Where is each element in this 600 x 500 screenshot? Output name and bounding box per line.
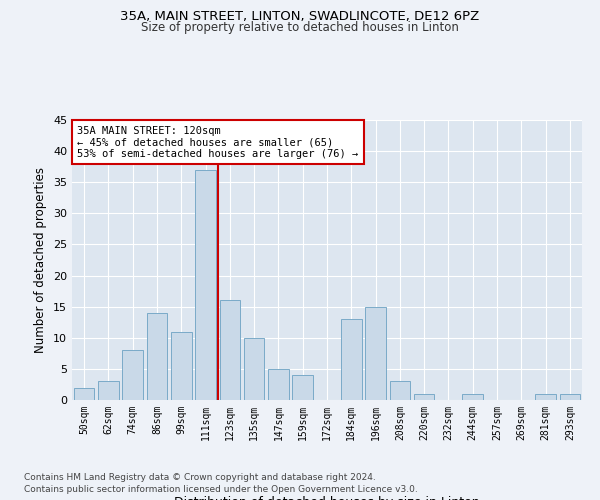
Text: Contains HM Land Registry data © Crown copyright and database right 2024.: Contains HM Land Registry data © Crown c… — [24, 472, 376, 482]
Text: 35A MAIN STREET: 120sqm
← 45% of detached houses are smaller (65)
53% of semi-de: 35A MAIN STREET: 120sqm ← 45% of detache… — [77, 126, 358, 159]
Text: Contains public sector information licensed under the Open Government Licence v3: Contains public sector information licen… — [24, 485, 418, 494]
X-axis label: Distribution of detached houses by size in Linton: Distribution of detached houses by size … — [174, 496, 480, 500]
Bar — [560, 394, 580, 400]
Bar — [292, 375, 313, 400]
Bar — [389, 382, 410, 400]
Bar — [414, 394, 434, 400]
Bar — [171, 332, 191, 400]
Bar — [195, 170, 216, 400]
Bar — [268, 369, 289, 400]
Bar — [98, 382, 119, 400]
Bar — [244, 338, 265, 400]
Bar — [463, 394, 483, 400]
Y-axis label: Number of detached properties: Number of detached properties — [34, 167, 47, 353]
Text: 35A, MAIN STREET, LINTON, SWADLINCOTE, DE12 6PZ: 35A, MAIN STREET, LINTON, SWADLINCOTE, D… — [121, 10, 479, 23]
Bar — [341, 319, 362, 400]
Bar — [122, 350, 143, 400]
Bar — [220, 300, 240, 400]
Text: Size of property relative to detached houses in Linton: Size of property relative to detached ho… — [141, 21, 459, 34]
Bar — [365, 306, 386, 400]
Bar — [146, 313, 167, 400]
Bar — [74, 388, 94, 400]
Bar — [535, 394, 556, 400]
